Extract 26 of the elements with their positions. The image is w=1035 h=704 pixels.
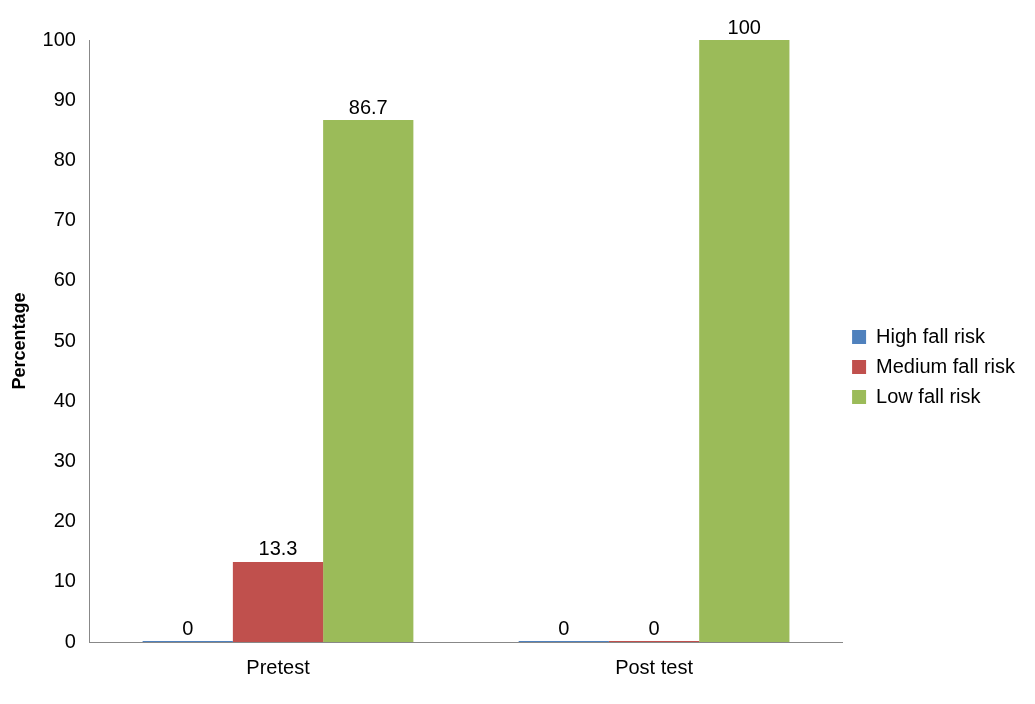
y-axis-title: Percentage: [8, 292, 29, 390]
y-tick-label: 50: [53, 328, 76, 351]
data-label: 100: [727, 15, 761, 38]
y-tick-label: 70: [53, 208, 76, 231]
y-tick-label: 20: [53, 509, 76, 532]
y-tick-label: 30: [53, 448, 76, 471]
y-tick-label: 0: [64, 629, 76, 652]
x-tick-label: Pretest: [246, 655, 311, 678]
bar: [323, 120, 414, 642]
data-label: 86.7: [348, 95, 388, 118]
y-tick-label: 60: [53, 268, 76, 291]
y-tick-label: 100: [42, 27, 76, 50]
bar: [699, 40, 790, 642]
data-label: 0: [648, 616, 660, 639]
bar: [232, 561, 324, 642]
legend-label: Medium fall risk: [876, 354, 1016, 377]
data-label: 0: [182, 616, 194, 639]
y-tick-label: 80: [53, 147, 76, 170]
legend-label: High fall risk: [876, 324, 986, 347]
legend-label: Low fall risk: [876, 384, 982, 407]
data-label: 13.3: [258, 537, 298, 560]
y-tick-label: 40: [53, 388, 76, 411]
x-tick-label: Post test: [615, 655, 694, 678]
y-tick-label: 10: [53, 569, 76, 592]
y-tick-label: 90: [53, 87, 76, 110]
data-label: 0: [558, 616, 570, 639]
